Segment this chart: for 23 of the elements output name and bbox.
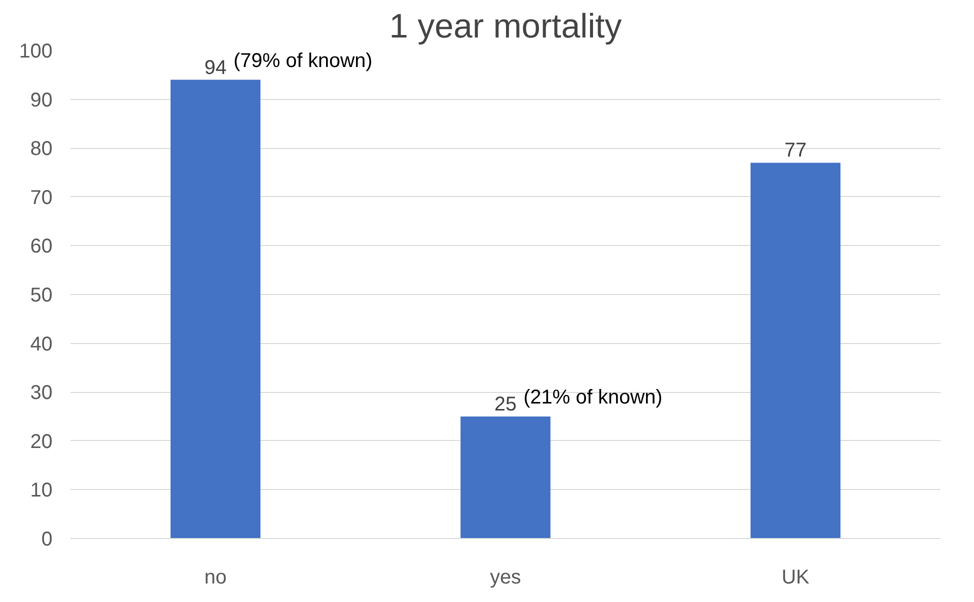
y-tick-label: 90 [30, 89, 53, 112]
y-tick-label: 40 [30, 333, 53, 356]
annotation: (79% of known) [234, 50, 372, 72]
y-tick-label: 70 [30, 186, 53, 209]
chart-title: 1 year mortality [389, 8, 622, 46]
bar [170, 80, 260, 538]
y-tick-label: 50 [30, 284, 53, 306]
y-tick-label: 20 [30, 430, 53, 453]
y-tick-label: 100 [19, 40, 53, 62]
data-label: 77 [784, 140, 807, 162]
bar [750, 162, 840, 538]
x-tick-label: yes [490, 566, 522, 588]
x-tick-label: UK [782, 566, 810, 588]
y-tick-label: 0 [41, 528, 52, 550]
x-tick-label: no [204, 566, 227, 588]
y-tick-label: 60 [30, 236, 53, 258]
data-label: 94 [204, 56, 227, 79]
data-label: 25 [494, 394, 517, 416]
y-tick-label: 30 [30, 382, 53, 404]
bar [460, 416, 550, 538]
y-tick-label: 80 [30, 138, 53, 160]
y-tick-label: 10 [30, 480, 53, 502]
annotation: (21% of known) [524, 386, 662, 408]
